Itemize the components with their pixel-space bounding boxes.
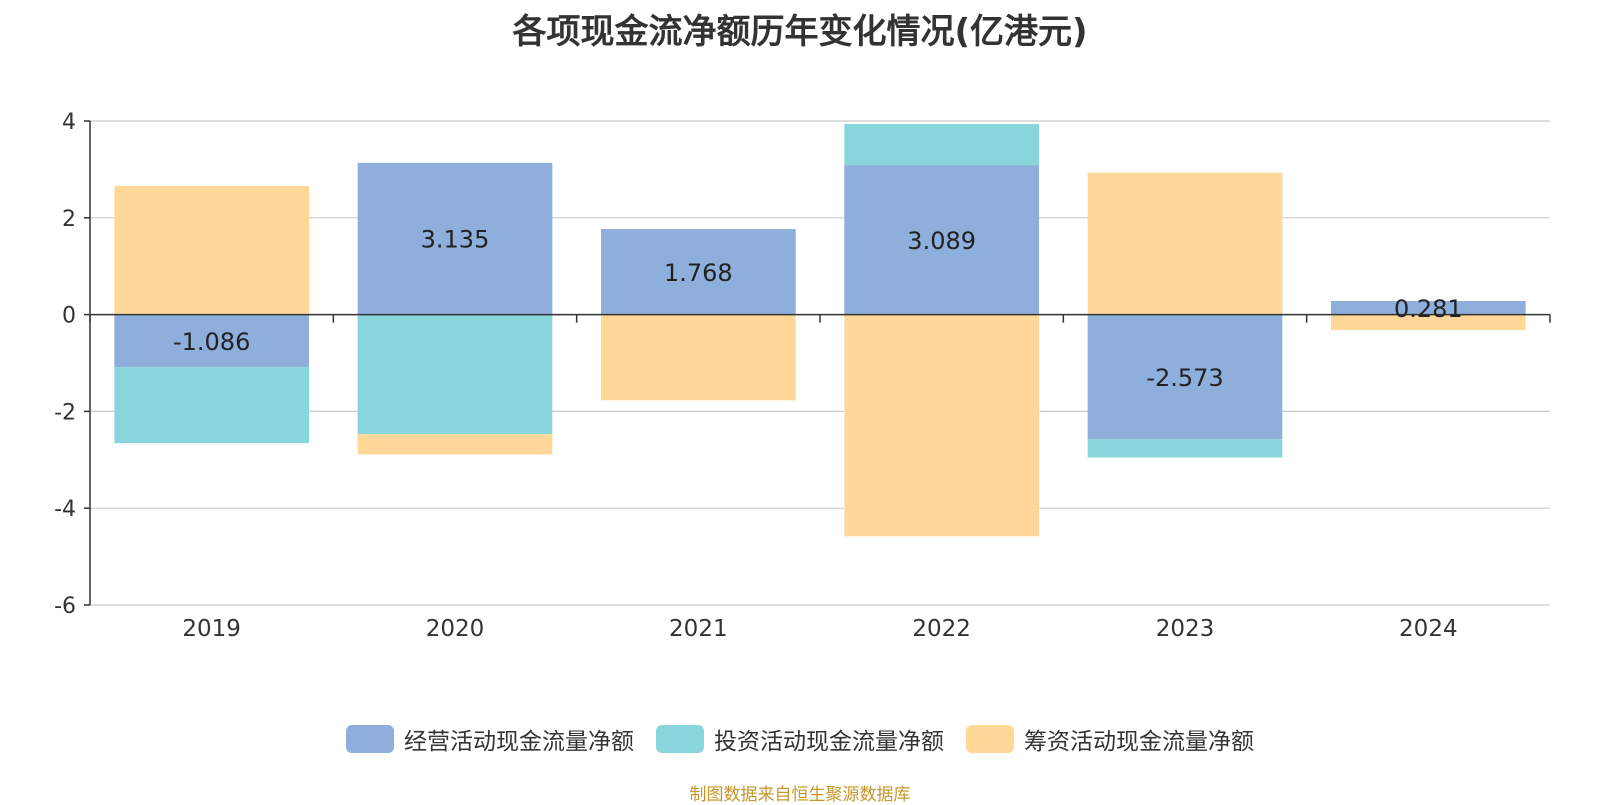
data-label: 0.281 [1394, 295, 1463, 323]
bar-chart: 4 2 0 -2 -4 -6 2019 2020 2021 2022 2023 2024 -1.086 3… [54, 110, 1551, 642]
legend: 经营活动现金流量净额 投资活动现金流量净额 筹资活动现金流量净额 [0, 722, 1600, 756]
chart-title: 各项现金流净额历年变化情况(亿港元) [512, 12, 1088, 52]
bar-2023-series-2 [1087, 172, 1283, 315]
bar-2024-series-0 [1331, 300, 1526, 315]
bar-2020-series-1 [357, 314, 553, 435]
y-tick-label: -4 [54, 497, 76, 522]
legend-item-operating[interactable]: 经营活动现金流量净额 [346, 722, 634, 756]
y-tick-label: -2 [54, 400, 76, 425]
data-label: 3.089 [907, 227, 976, 255]
bar-2020-series-0 [357, 162, 553, 315]
bar-2019-series-0 [114, 314, 309, 368]
data-label: -1.086 [173, 328, 250, 356]
x-tick-label: 2019 [182, 616, 241, 642]
x-tick-label: 2024 [1399, 616, 1458, 642]
bar-2023-series-0 [1087, 314, 1283, 440]
bar-2022-series-0 [844, 165, 1039, 315]
y-tick-label: -6 [54, 594, 76, 619]
source-note: 制图数据来自恒生聚源数据库 [689, 785, 911, 805]
legend-swatch-operating [346, 725, 394, 753]
legend-label-operating: 经营活动现金流量净额 [404, 729, 634, 755]
y-tick-label: 4 [62, 110, 76, 135]
legend-item-financing[interactable]: 筹资活动现金流量净额 [966, 722, 1254, 756]
legend-label-financing: 筹资活动现金流量净额 [1024, 729, 1254, 755]
bar-2022-series-1 [844, 123, 1039, 166]
y-tick-label: 0 [62, 304, 76, 329]
x-tick-label: 2023 [1156, 616, 1215, 642]
x-tick-label: 2021 [669, 616, 728, 642]
bar-2023-series-1 [1087, 439, 1283, 458]
legend-swatch-financing [966, 725, 1014, 753]
bar-2019-series-2 [114, 185, 309, 315]
data-label: -2.573 [1146, 364, 1223, 392]
bar-2024-series-2 [1331, 314, 1526, 331]
bar-2019-series-1 [114, 367, 309, 444]
bar-2021-series-2 [601, 314, 796, 401]
data-label: 3.135 [421, 226, 490, 254]
legend-label-investing: 投资活动现金流量净额 [714, 729, 944, 755]
legend-swatch-investing [656, 725, 704, 753]
y-tick-label: 2 [62, 207, 76, 232]
bar-2022-series-2 [844, 314, 1039, 537]
x-tick-label: 2022 [912, 616, 971, 642]
data-label: 1.768 [664, 259, 733, 287]
legend-item-investing[interactable]: 投资活动现金流量净额 [656, 722, 944, 756]
bar-2020-series-2 [357, 434, 553, 455]
bar-2021-series-0 [601, 229, 796, 315]
x-tick-label: 2020 [426, 616, 485, 642]
